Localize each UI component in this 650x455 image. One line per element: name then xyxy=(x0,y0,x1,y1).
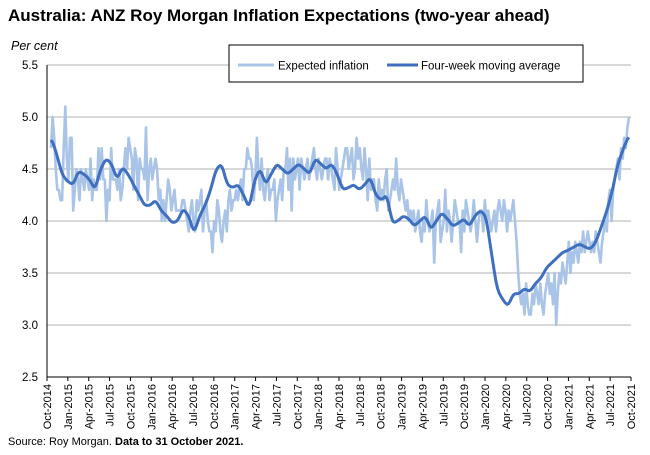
x-tick-label: Apr-2018 xyxy=(334,384,346,429)
x-tick-label: Jan-2015 xyxy=(63,384,75,430)
x-tick-label: Oct-2019 xyxy=(459,384,471,429)
x-tick-label: Oct-2021 xyxy=(626,384,638,429)
x-tick-label: Jul-2017 xyxy=(271,384,283,426)
x-tick-label: Jan-2018 xyxy=(313,384,325,430)
x-tick-label: Apr-2021 xyxy=(584,384,596,429)
source-text: Source: Roy Morgan. xyxy=(8,436,115,448)
x-tick-label: Oct-2017 xyxy=(292,384,304,429)
x-tick-label: Jul-2018 xyxy=(355,384,367,426)
x-tick-label: Jul-2021 xyxy=(605,384,617,426)
y-tick-label: 5.0 xyxy=(22,112,38,124)
x-tick-label: Jan-2021 xyxy=(563,384,575,430)
y-tick-label: 4.0 xyxy=(22,216,38,228)
source-note: Source: Roy Morgan. Data to 31 October 2… xyxy=(8,436,243,448)
legend: Expected inflation Four-week moving aver… xyxy=(228,44,584,83)
x-tick-labels: Oct-2014 Jan-2015 Apr-2015 Jul-2015 Oct-2015… xyxy=(42,384,638,430)
y-tick-label: 5.5 xyxy=(22,60,38,72)
x-tick-label: Oct-2020 xyxy=(543,384,555,429)
y-tick-label: 3.0 xyxy=(22,320,38,332)
x-tick-label: Jul-2020 xyxy=(522,384,534,426)
axes xyxy=(46,65,632,381)
y-axis-label: Per cent xyxy=(11,39,58,53)
x-tick-label: Jan-2016 xyxy=(146,384,158,430)
x-tick-label: Apr-2016 xyxy=(167,384,179,429)
chart-title: Australia: ANZ Roy Morgan Inflation Expe… xyxy=(8,6,550,25)
legend-moving-average-label: Four-week moving average xyxy=(421,61,560,73)
x-tick-label: Jan-2019 xyxy=(397,384,409,430)
x-tick-label: Oct-2015 xyxy=(125,384,137,429)
series-expected-inflation xyxy=(49,105,631,327)
x-tick-label: Jul-2016 xyxy=(188,384,200,426)
x-tick-label: Oct-2016 xyxy=(209,384,221,429)
x-tick-label: Jan-2020 xyxy=(480,384,492,430)
x-tick-label: Jan-2017 xyxy=(230,384,242,430)
source-date: Data to 31 October 2021. xyxy=(115,436,244,448)
x-tick-label: Oct-2018 xyxy=(376,384,388,429)
y-tick-label: 3.5 xyxy=(22,268,38,280)
y-tick-label: 4.5 xyxy=(22,164,38,176)
x-tick-label: Apr-2020 xyxy=(501,384,513,429)
x-tick-label: Apr-2019 xyxy=(417,384,429,429)
y-tick-label: 2.5 xyxy=(22,372,38,384)
grid-lines xyxy=(47,64,631,326)
x-tick-label: Apr-2015 xyxy=(84,384,96,429)
series-layer xyxy=(49,105,631,327)
x-tick-label: Jul-2015 xyxy=(105,384,117,426)
legend-expected-label: Expected inflation xyxy=(278,61,369,73)
y-tick-labels: 2.5 3.0 3.5 4.0 4.5 5.0 5.5 xyxy=(22,60,38,384)
x-tick-label: Oct-2014 xyxy=(42,384,54,429)
x-tick-label: Apr-2017 xyxy=(251,384,263,429)
series-four-week-moving-average xyxy=(49,136,631,306)
x-tick-label: Jul-2019 xyxy=(438,384,450,426)
